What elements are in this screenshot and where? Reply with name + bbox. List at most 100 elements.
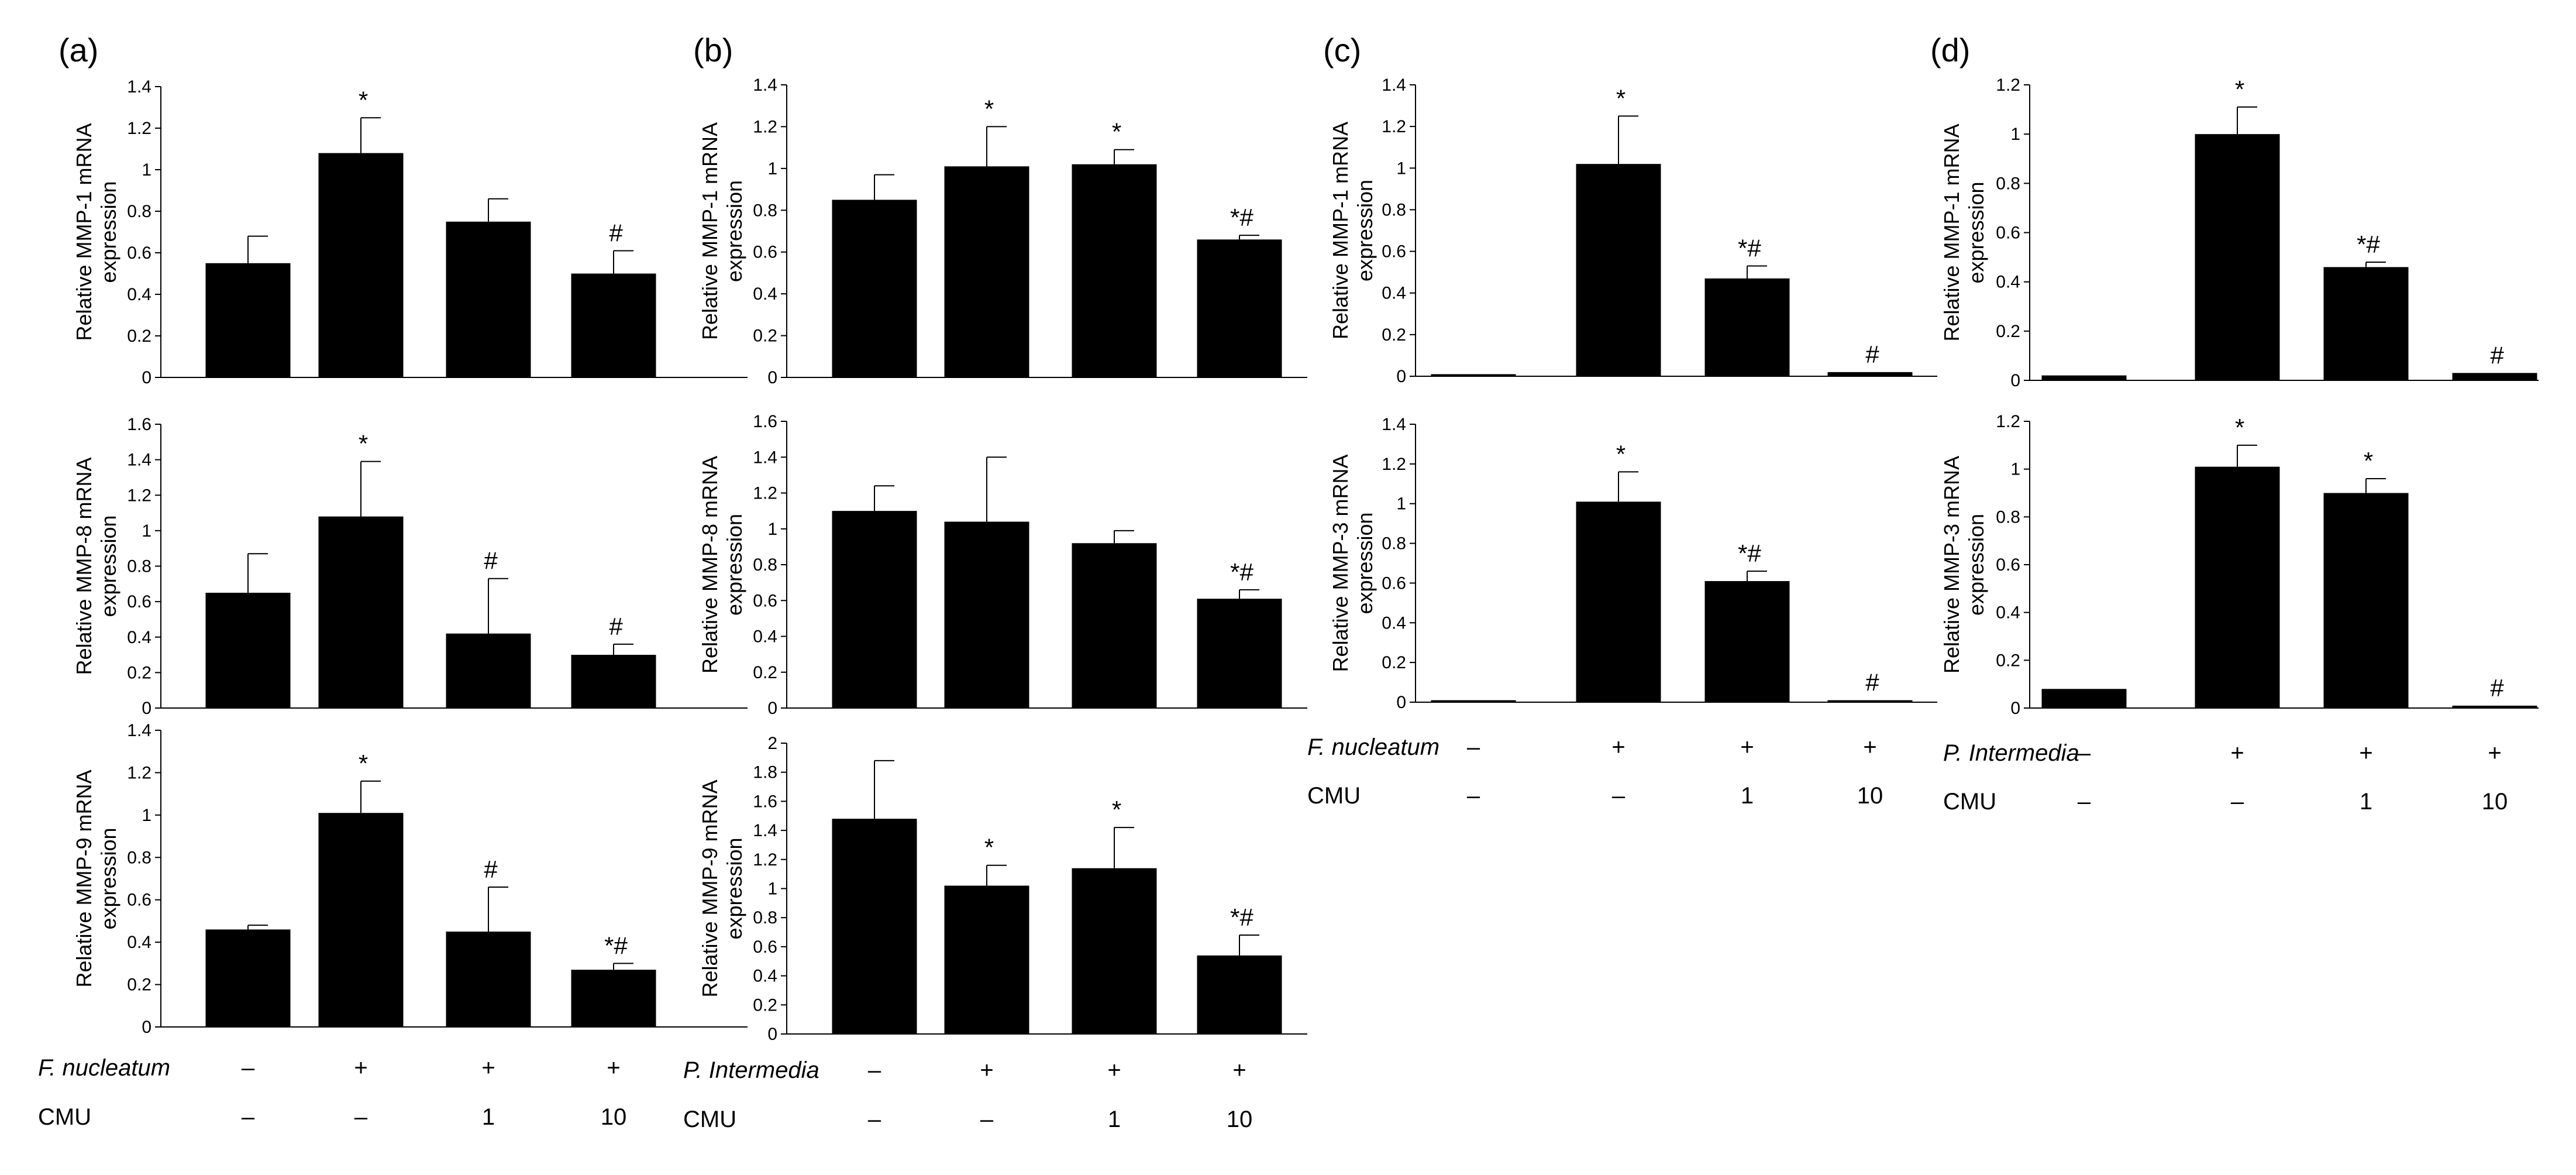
- y-tick-label: 1: [767, 879, 777, 899]
- cmu-value: –: [354, 1104, 368, 1130]
- cmu-label: CMU: [1307, 783, 1361, 809]
- bar: [1197, 599, 1282, 708]
- y-tick-label: 0.2: [127, 663, 151, 682]
- significance-mark: *: [1616, 440, 1626, 468]
- y-tick-label: 1.2: [1382, 455, 1406, 474]
- bar: [571, 970, 656, 1027]
- significance-mark: *#: [1738, 540, 1761, 567]
- cmu-value: 1: [1741, 783, 1754, 809]
- y-tick-label: 0.2: [1382, 653, 1406, 672]
- significance-mark: *: [359, 430, 368, 458]
- y-tick-label: 1.2: [753, 484, 777, 503]
- y-tick-label: 1.6: [753, 792, 777, 811]
- chart-10: 0 0.2 0.4 0.6 0.8 1 1.2 Relative MMP-3 mRNAexpr…: [1940, 412, 2539, 718]
- significance-mark: *#: [1230, 558, 1253, 586]
- bar: [2452, 373, 2537, 380]
- bar: [832, 819, 917, 1034]
- bar: [2323, 493, 2409, 708]
- cmu-value: –: [2231, 789, 2244, 815]
- treatment-value: +: [1740, 734, 1754, 760]
- y-tick-label: 1.4: [127, 721, 151, 740]
- y-tick-label: 1.2: [127, 486, 151, 505]
- y-axis-label-line: expression: [1353, 512, 1377, 614]
- bar: [318, 153, 404, 377]
- y-tick-label: 1.4: [753, 821, 777, 840]
- y-tick-label: 0.6: [1382, 242, 1406, 262]
- y-tick-label: 0.6: [127, 243, 151, 263]
- significance-mark: *: [2235, 414, 2244, 441]
- y-axis-label: Relative MMP-8 mRNAexpression: [72, 457, 120, 675]
- y-tick-label: 0: [142, 699, 151, 718]
- y-axis-label: Relative MMP-3 mRNAexpression: [1940, 456, 1988, 674]
- bar: [1704, 278, 1790, 376]
- y-tick-label: 0.2: [1996, 322, 2020, 341]
- treatment-value: –: [1467, 734, 1480, 760]
- y-tick-label: 0.4: [127, 628, 151, 647]
- y-axis-label-line: expression: [1964, 514, 1988, 616]
- y-tick-label: 0.4: [753, 627, 777, 647]
- bar: [1197, 955, 1282, 1034]
- bar: [318, 516, 404, 708]
- y-tick-label: 0.2: [127, 327, 151, 346]
- y-axis-label-line: Relative MMP-3 mRNA: [1940, 456, 1964, 674]
- bar: [205, 929, 291, 1027]
- significance-mark: #: [609, 613, 623, 640]
- bar: [205, 263, 291, 377]
- cmu-value: 1: [1108, 1107, 1121, 1132]
- significance-mark: *#: [1738, 234, 1761, 262]
- significance-mark: *#: [1230, 903, 1253, 931]
- y-tick-label: 0.8: [1996, 507, 2020, 527]
- y-axis-label-line: expression: [97, 827, 120, 929]
- y-axis-label-line: expression: [97, 515, 120, 617]
- y-tick-label: 0.6: [127, 891, 151, 910]
- y-tick-label: 0.4: [127, 285, 151, 304]
- treatment-label: P. Intermedia: [1943, 740, 2079, 766]
- bar: [944, 166, 1029, 377]
- cmu-value: 10: [2482, 789, 2508, 815]
- y-tick-label: 0.4: [753, 284, 777, 304]
- bar: [1576, 501, 1661, 702]
- y-axis-label: Relative MMP-8 mRNAexpression: [698, 456, 746, 674]
- significance-mark: *: [1112, 118, 1121, 146]
- y-tick-label: 0: [142, 368, 151, 387]
- y-tick-label: 0.4: [127, 933, 151, 952]
- y-tick-label: 0.2: [127, 975, 151, 995]
- y-axis-label-line: expression: [1964, 181, 1988, 283]
- bar: [2195, 466, 2280, 708]
- y-axis-label-line: Relative MMP-8 mRNA: [72, 457, 96, 675]
- y-tick-label: 0.6: [127, 592, 151, 611]
- y-tick-label: 0.6: [1996, 555, 2020, 575]
- y-tick-label: 0: [1396, 367, 1406, 386]
- y-tick-label: 0.2: [1382, 325, 1406, 345]
- bar: [446, 932, 531, 1027]
- chart-8: 0 0.2 0.4 0.6 0.8 1 1.2 1.4 Relative MMP-3 mRNAe…: [1328, 415, 1937, 712]
- y-tick-label: 1.4: [1382, 415, 1406, 434]
- treatment-label: F. nucleatum: [38, 1055, 170, 1081]
- cmu-label: CMU: [683, 1107, 736, 1132]
- bar: [1704, 581, 1790, 702]
- bar: [446, 221, 531, 377]
- bar: [205, 592, 291, 708]
- y-tick-label: 1.4: [1382, 75, 1406, 95]
- y-tick-label: 1.4: [127, 451, 151, 470]
- cmu-value: 10: [1227, 1107, 1253, 1132]
- y-tick-label: 1.2: [753, 850, 777, 870]
- bar: [1576, 164, 1661, 376]
- y-tick-label: 1.4: [753, 448, 777, 467]
- significance-mark: #: [1865, 341, 1879, 368]
- cmu-value: 1: [482, 1104, 495, 1130]
- cmu-value: –: [868, 1107, 881, 1132]
- treatment-value: +: [481, 1055, 495, 1081]
- y-tick-label: 0.6: [1996, 224, 2020, 243]
- significance-mark: *: [2235, 75, 2244, 103]
- y-tick-label: 0.8: [1996, 174, 2020, 193]
- y-tick-label: 1.2: [127, 763, 151, 782]
- treatment-value: +: [2488, 740, 2501, 766]
- cmu-value: 10: [601, 1104, 627, 1130]
- significance-mark: *: [1616, 84, 1626, 112]
- y-axis-label-line: expression: [1353, 180, 1377, 281]
